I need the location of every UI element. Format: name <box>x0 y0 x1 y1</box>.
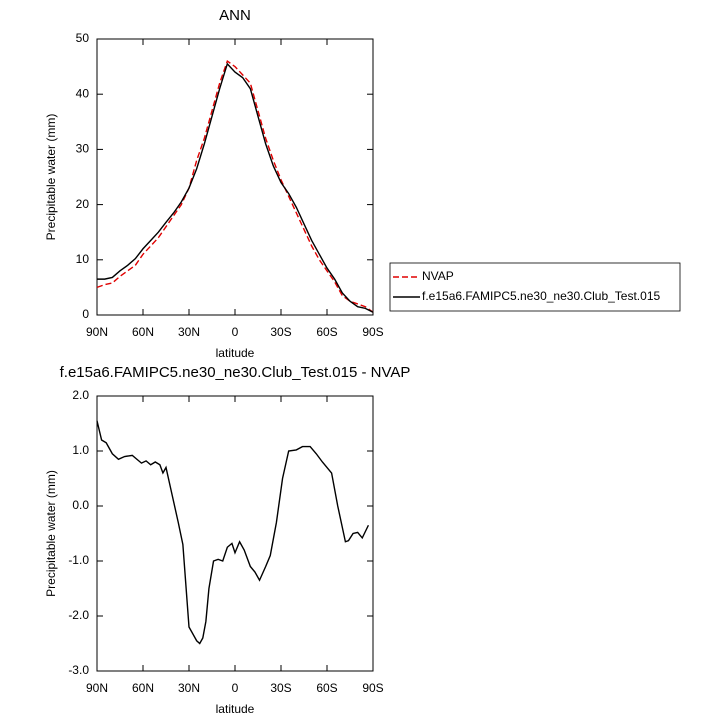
data-line <box>97 62 374 313</box>
data-line <box>96 420 370 645</box>
x-axis-label: latitude <box>216 702 255 716</box>
y-tick-label: 1.0 <box>72 443 89 457</box>
chart-title: ANN <box>219 7 251 24</box>
x-tick-label: 60S <box>316 325 337 339</box>
y-tick-label: 50 <box>76 31 90 45</box>
x-tick-label: 60S <box>316 681 337 695</box>
chart-title: f.e15a6.FAMIPC5.ne30_ne30.Club_Test.015 … <box>60 364 411 381</box>
y-axis-label: Precipitable water (mm) <box>44 114 58 241</box>
y-tick-label: 20 <box>76 197 90 211</box>
x-tick-label: 60N <box>132 325 154 339</box>
y-tick-label: 30 <box>76 142 90 156</box>
x-tick-label: 30N <box>178 681 200 695</box>
x-tick-label: 30N <box>178 325 200 339</box>
x-tick-label: 30S <box>270 681 291 695</box>
y-tick-label: -2.0 <box>68 608 89 622</box>
data-line <box>96 59 374 313</box>
x-tick-label: 0 <box>232 325 239 339</box>
y-tick-label: -1.0 <box>68 553 89 567</box>
x-axis-label: latitude <box>216 346 255 360</box>
x-tick-label: 0 <box>232 681 239 695</box>
x-tick-label: 90S <box>362 681 383 695</box>
legend-box <box>389 262 681 312</box>
legend-label: f.e15a6.FAMIPC5.ne30_ne30.Club_Test.015 <box>422 289 660 303</box>
plot-frame <box>96 395 374 672</box>
y-tick-label: 2.0 <box>72 388 89 402</box>
y-tick-label: 0 <box>82 307 89 321</box>
y-tick-label: 0.0 <box>72 498 89 512</box>
x-tick-label: 90S <box>362 325 383 339</box>
y-tick-label: 40 <box>76 86 90 100</box>
y-axis-label: Precipitable water (mm) <box>44 470 58 597</box>
y-tick-label: -3.0 <box>68 663 89 677</box>
x-tick-label: 60N <box>132 681 154 695</box>
x-tick-label: 90N <box>86 681 108 695</box>
legend-label: NVAP <box>422 269 454 283</box>
x-tick-label: 30S <box>270 325 291 339</box>
y-tick-label: 10 <box>76 252 90 266</box>
x-tick-label: 90N <box>86 325 108 339</box>
